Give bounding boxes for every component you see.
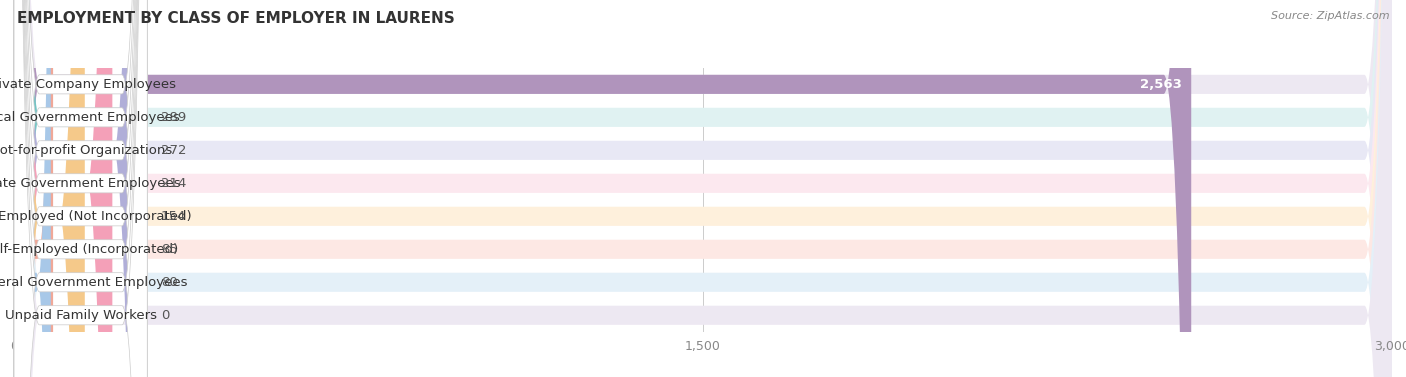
Text: Private Company Employees: Private Company Employees: [0, 78, 176, 91]
Text: 2,563: 2,563: [1140, 78, 1182, 91]
FancyBboxPatch shape: [14, 0, 51, 377]
Text: Self-Employed (Not Incorporated): Self-Employed (Not Incorporated): [0, 210, 193, 223]
FancyBboxPatch shape: [14, 0, 1392, 377]
FancyBboxPatch shape: [14, 0, 84, 377]
FancyBboxPatch shape: [14, 0, 148, 377]
Text: 272: 272: [162, 144, 187, 157]
Text: Federal Government Employees: Federal Government Employees: [0, 276, 187, 289]
Text: Self-Employed (Incorporated): Self-Employed (Incorporated): [0, 243, 179, 256]
Text: 0: 0: [162, 309, 169, 322]
FancyBboxPatch shape: [14, 0, 148, 377]
FancyBboxPatch shape: [14, 0, 1392, 377]
FancyBboxPatch shape: [14, 0, 1392, 377]
FancyBboxPatch shape: [14, 0, 1392, 377]
FancyBboxPatch shape: [14, 0, 139, 377]
Text: Local Government Employees: Local Government Employees: [0, 111, 180, 124]
Text: 154: 154: [162, 210, 187, 223]
Text: State Government Employees: State Government Employees: [0, 177, 180, 190]
FancyBboxPatch shape: [14, 0, 148, 377]
FancyBboxPatch shape: [14, 0, 148, 377]
FancyBboxPatch shape: [14, 0, 1191, 377]
Text: Not-for-profit Organizations: Not-for-profit Organizations: [0, 144, 172, 157]
FancyBboxPatch shape: [14, 0, 1392, 377]
FancyBboxPatch shape: [14, 0, 148, 377]
FancyBboxPatch shape: [14, 0, 146, 377]
Text: 80: 80: [162, 276, 177, 289]
FancyBboxPatch shape: [14, 0, 1392, 377]
Text: Source: ZipAtlas.com: Source: ZipAtlas.com: [1271, 11, 1389, 21]
FancyBboxPatch shape: [14, 0, 1392, 377]
Text: 85: 85: [162, 243, 179, 256]
Text: Unpaid Family Workers: Unpaid Family Workers: [4, 309, 156, 322]
FancyBboxPatch shape: [14, 0, 148, 377]
Text: EMPLOYMENT BY CLASS OF EMPLOYER IN LAURENS: EMPLOYMENT BY CLASS OF EMPLOYER IN LAURE…: [17, 11, 454, 26]
FancyBboxPatch shape: [14, 0, 53, 377]
FancyBboxPatch shape: [14, 0, 148, 377]
FancyBboxPatch shape: [14, 0, 148, 377]
FancyBboxPatch shape: [14, 0, 1392, 377]
Text: 214: 214: [162, 177, 187, 190]
FancyBboxPatch shape: [14, 0, 112, 377]
Text: 289: 289: [162, 111, 186, 124]
